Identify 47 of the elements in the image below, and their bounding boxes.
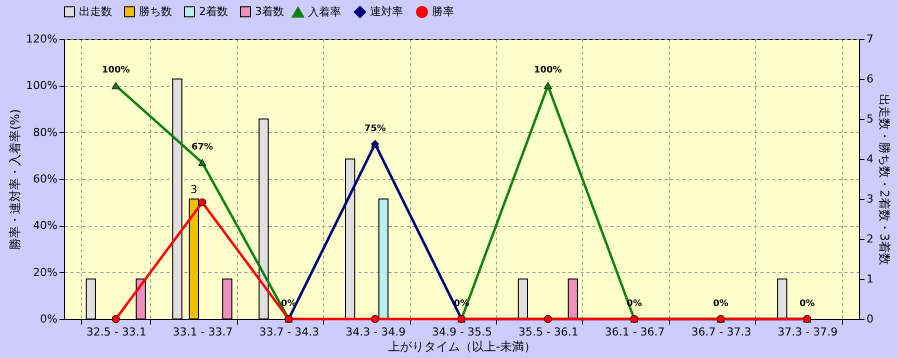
y2-tick-label: 3 bbox=[866, 192, 874, 206]
legend-label: 3着数 bbox=[255, 4, 284, 18]
legend-label: 勝ち数 bbox=[139, 4, 172, 18]
legend-label: 入着率 bbox=[308, 5, 341, 18]
data-label: 100% bbox=[102, 66, 130, 76]
legend-label: 勝率 bbox=[432, 5, 454, 18]
legend-label: 連対率 bbox=[370, 5, 403, 18]
point bbox=[112, 315, 120, 323]
x-tick-label: 36.7 - 37.3 bbox=[691, 326, 752, 338]
y2-tick-label: 6 bbox=[866, 72, 874, 86]
x-tick-label: 33.7 - 34.3 bbox=[259, 326, 320, 338]
legend-label: 出走数 bbox=[79, 4, 112, 18]
x-tick-label: 36.1 - 36.7 bbox=[604, 326, 665, 338]
point bbox=[198, 198, 206, 206]
data-label: 0% bbox=[713, 299, 728, 309]
data-label: 3 bbox=[190, 183, 198, 196]
point bbox=[544, 82, 552, 90]
y2-tick-label: 0 bbox=[866, 312, 874, 326]
data-label: 75% bbox=[364, 124, 386, 134]
point bbox=[371, 315, 380, 323]
data-label: 100% bbox=[534, 66, 562, 76]
point bbox=[112, 82, 120, 90]
y2-axis-title: 出走数・勝ち数・2着数・3着数 bbox=[878, 94, 892, 266]
x-tick-label: 32.5 - 33.1 bbox=[86, 326, 146, 338]
y2-tick-label: 4 bbox=[866, 152, 874, 166]
y-tick-label: 40% bbox=[33, 219, 58, 232]
x-tick-label: 35.5 - 36.1 bbox=[518, 326, 578, 338]
y-axis-title: 勝率・連対率・入着率(%) bbox=[8, 109, 22, 250]
x-tick-label: 34.9 - 35.5 bbox=[432, 326, 492, 338]
y-tick-label: 80% bbox=[33, 126, 58, 139]
y2-tick-label: 1 bbox=[866, 272, 874, 286]
y-tick-label: 60% bbox=[33, 172, 58, 186]
data-label: 67% bbox=[191, 142, 214, 153]
y-tick-label: 20% bbox=[33, 266, 58, 279]
x-tick-label: 37.3 - 37.9 bbox=[778, 326, 838, 338]
y2-tick-label: 5 bbox=[866, 112, 874, 126]
y-tick-label: 0% bbox=[40, 312, 58, 326]
x-tick-label: 33.1 - 33.7 bbox=[172, 326, 233, 338]
y2-tick-label: 2 bbox=[866, 232, 874, 246]
data-label: 0% bbox=[800, 299, 815, 309]
y-tick-label: 120% bbox=[26, 32, 58, 46]
x-tick-label: 34.3 - 34.9 bbox=[346, 326, 406, 338]
y2-tick-label: 7 bbox=[866, 32, 874, 46]
x-axis-title: 上がりタイム（以上-未満） bbox=[388, 340, 536, 354]
y-tick-label: 100% bbox=[26, 79, 58, 92]
legend-label: 2着数 bbox=[199, 4, 228, 18]
point bbox=[198, 159, 206, 166]
